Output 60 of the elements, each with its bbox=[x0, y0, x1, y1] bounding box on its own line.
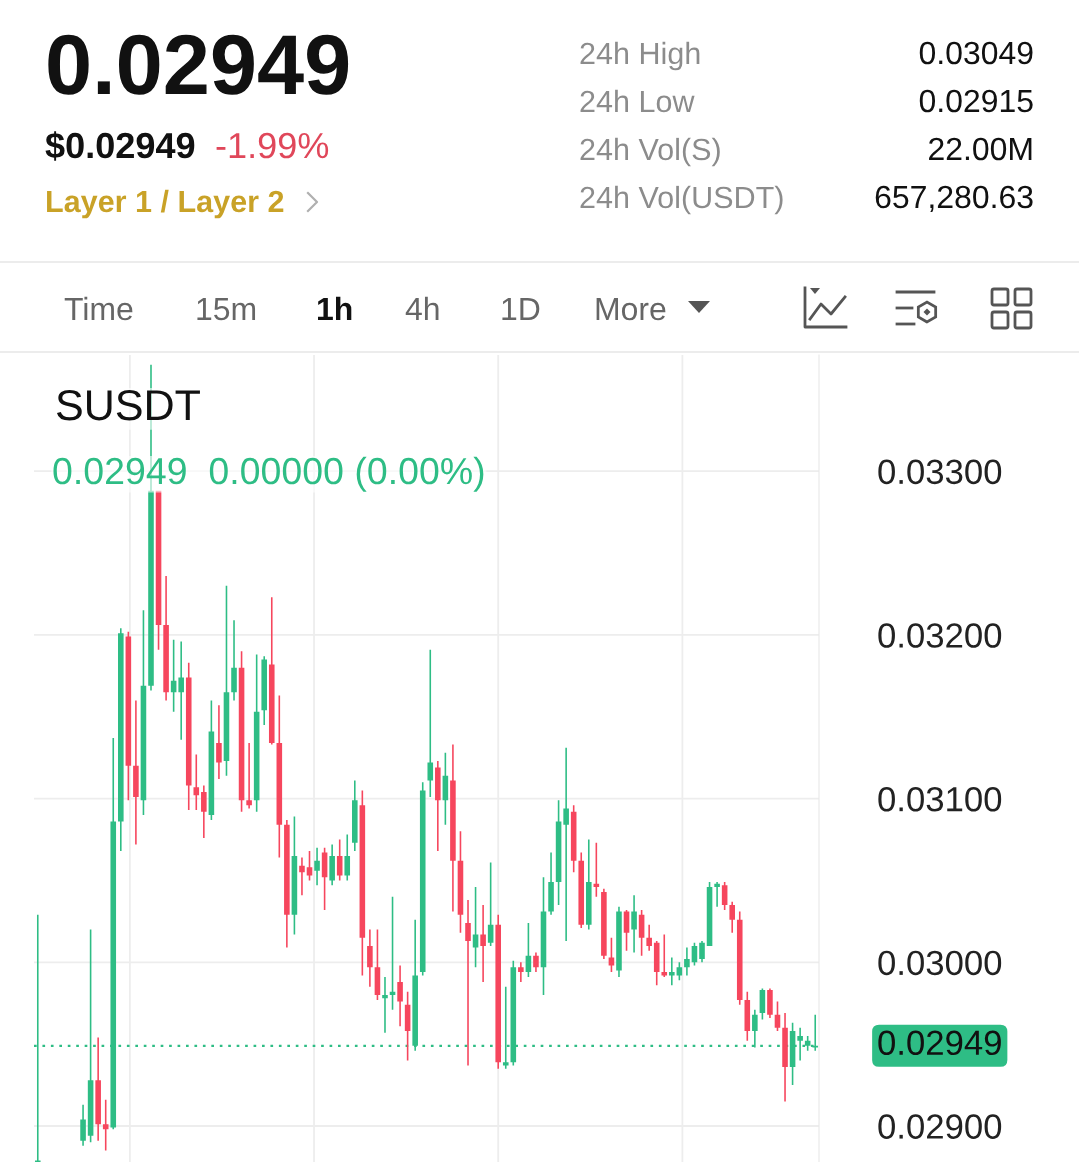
text: 4h bbox=[405, 296, 439, 320]
candlestick bbox=[669, 957, 675, 986]
candlestick bbox=[397, 965, 403, 1027]
text: 657,280.63 bbox=[875, 185, 1033, 213]
text: 24h High bbox=[580, 41, 700, 71]
text: 0.02915 bbox=[919, 89, 1033, 113]
y-tick-label: 0.03000 bbox=[878, 950, 1002, 976]
candlestick bbox=[427, 649, 434, 797]
candlestick bbox=[231, 620, 237, 701]
candlestick bbox=[646, 924, 652, 951]
candlestick bbox=[563, 747, 569, 942]
text: 1h bbox=[318, 296, 352, 320]
text: 0.02949 bbox=[48, 34, 349, 95]
candlestick bbox=[435, 760, 441, 851]
text: More bbox=[596, 298, 666, 321]
candlestick bbox=[684, 947, 690, 976]
text: 24h Vol(USDT) bbox=[580, 185, 783, 215]
text: Layer 1 / Layer 2 bbox=[47, 189, 284, 219]
candlestick bbox=[518, 962, 524, 982]
candlestick bbox=[314, 847, 320, 886]
candlestick bbox=[80, 1104, 86, 1146]
text: 1D bbox=[502, 298, 540, 320]
y-tick-label: 0.03300 bbox=[878, 459, 1002, 485]
candlestick bbox=[95, 1037, 101, 1141]
text: Time bbox=[64, 296, 133, 321]
candlestick bbox=[465, 900, 471, 1066]
text: 22.00M bbox=[929, 137, 1032, 161]
text: 24h Low bbox=[580, 89, 695, 113]
candlestick bbox=[661, 934, 668, 978]
candlestick bbox=[782, 1013, 788, 1102]
candlestick bbox=[268, 597, 275, 745]
candlestick bbox=[163, 575, 169, 701]
text: SUSDT bbox=[56, 389, 200, 421]
y-tick-label: 0.03100 bbox=[878, 786, 1002, 812]
text: 15m bbox=[197, 298, 256, 321]
candlestick bbox=[246, 742, 252, 809]
candlestick bbox=[344, 834, 351, 881]
candlestick bbox=[480, 905, 486, 982]
candlestick bbox=[548, 852, 554, 915]
text: 0.03049 bbox=[919, 41, 1033, 65]
candlestick bbox=[201, 785, 207, 838]
candlestick bbox=[585, 839, 592, 930]
y-tick-label: 0.03200 bbox=[878, 623, 1002, 648]
candlestick bbox=[299, 857, 305, 896]
candlestick bbox=[193, 754, 200, 811]
candlestick bbox=[367, 929, 373, 987]
candlestick bbox=[714, 882, 720, 907]
text: 24h Vol(S) bbox=[580, 137, 720, 167]
candlestick bbox=[450, 744, 456, 912]
text: $0.02949 bbox=[45, 131, 195, 161]
candlestick bbox=[729, 901, 735, 933]
ref-line-label: 0.02949 bbox=[878, 1030, 1001, 1056]
candlestick bbox=[216, 705, 222, 779]
candlestick bbox=[133, 700, 139, 845]
candlestick bbox=[631, 895, 637, 953]
text: 0.02949 0.00000 (0.00%) bbox=[53, 456, 484, 492]
candlestick bbox=[382, 977, 388, 1033]
y-tick-label: 0.02900 bbox=[878, 1114, 1002, 1139]
candlestick bbox=[178, 641, 184, 740]
text: -1.99% bbox=[216, 132, 329, 159]
